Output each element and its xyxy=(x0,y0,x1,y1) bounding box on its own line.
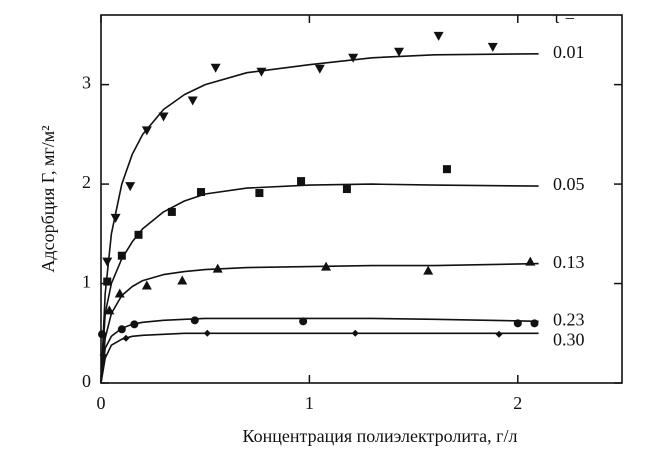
series-label: 0.05 xyxy=(553,174,585,194)
point xyxy=(125,182,136,192)
point xyxy=(423,265,434,275)
point xyxy=(187,96,198,106)
x-tick-label: 0 xyxy=(97,393,106,413)
x-tick-label: 1 xyxy=(305,393,314,413)
point xyxy=(130,320,139,329)
x-axis-title: Концентрация полиэлектролита, г/л xyxy=(243,426,518,446)
plot-frame xyxy=(100,14,623,384)
y-axis-title: Адсорбция Γ, мг/м² xyxy=(38,125,58,272)
point xyxy=(203,329,211,337)
point xyxy=(487,42,498,52)
point xyxy=(117,251,126,260)
fit-curve xyxy=(100,332,539,384)
fit-curve xyxy=(100,317,539,384)
point xyxy=(134,230,143,239)
y-tick-label: 3 xyxy=(82,73,91,93)
x-tick-label: 2 xyxy=(513,393,522,413)
point xyxy=(255,189,264,198)
point xyxy=(122,334,130,342)
point xyxy=(103,277,112,286)
point xyxy=(314,64,325,74)
point xyxy=(256,67,267,77)
point xyxy=(104,305,115,315)
point xyxy=(513,319,522,328)
point xyxy=(342,185,351,194)
point xyxy=(177,275,188,285)
series-label: 0.30 xyxy=(553,329,585,349)
point xyxy=(141,280,152,290)
point xyxy=(98,330,107,339)
point xyxy=(351,329,359,337)
point xyxy=(141,126,152,136)
point xyxy=(321,261,332,271)
legend-title: τ = xyxy=(553,7,575,27)
point xyxy=(348,53,359,63)
y-tick-label: 1 xyxy=(82,272,91,292)
point xyxy=(114,288,125,298)
y-tick-label: 2 xyxy=(82,172,91,192)
point xyxy=(525,256,536,266)
point xyxy=(212,263,223,273)
point xyxy=(495,330,503,338)
y-tick-label: 0 xyxy=(82,371,91,391)
point xyxy=(299,317,308,326)
point xyxy=(102,257,113,267)
point xyxy=(530,319,539,328)
point xyxy=(197,188,206,197)
series-label: 0.13 xyxy=(553,252,585,272)
point xyxy=(190,316,199,325)
point xyxy=(110,213,121,223)
point xyxy=(394,47,405,57)
series-label: 0.01 xyxy=(553,42,585,62)
point xyxy=(433,31,444,41)
point xyxy=(117,325,126,334)
series-label: 0.23 xyxy=(553,309,585,329)
point xyxy=(442,165,451,174)
point xyxy=(297,177,306,186)
fit-curve xyxy=(100,53,539,384)
point xyxy=(158,112,169,122)
point xyxy=(210,63,221,73)
fit-curve xyxy=(100,262,539,384)
point xyxy=(99,351,107,359)
point xyxy=(167,207,176,216)
fit-curve xyxy=(100,183,539,384)
